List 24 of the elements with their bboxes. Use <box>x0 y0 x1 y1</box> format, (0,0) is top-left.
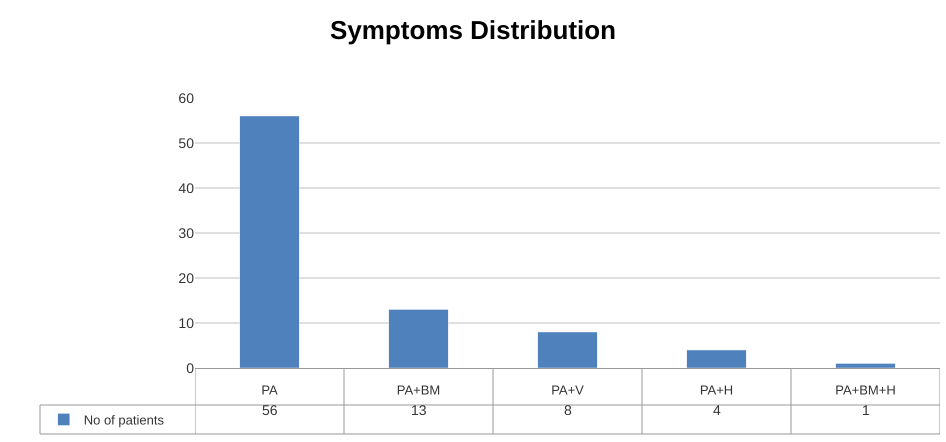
bar <box>537 332 598 368</box>
y-tick-label: 30 <box>178 224 194 241</box>
chart-title: Symptoms Distribution <box>330 15 616 46</box>
data-label: 56 <box>262 402 278 418</box>
bar <box>388 309 449 368</box>
y-tick-label: 60 <box>178 90 194 106</box>
bar <box>239 116 300 368</box>
data-label: 13 <box>411 402 427 418</box>
y-tick-label: 20 <box>178 270 194 286</box>
y-tick-label: 50 <box>178 134 194 151</box>
y-tick-label: 0 <box>186 360 194 376</box>
x-tick-label: PA+H <box>700 382 734 398</box>
data-label: 8 <box>564 402 572 418</box>
data-label: 1 <box>862 402 870 418</box>
data-label: 4 <box>713 402 721 418</box>
bar <box>686 350 747 368</box>
y-tick-label: 40 <box>178 180 194 196</box>
x-tick-label: PA+BM <box>396 382 440 398</box>
legend-label: No of patients <box>84 412 164 428</box>
x-tick-label: PA <box>261 382 278 398</box>
bar <box>835 363 896 368</box>
y-tick-label: 10 <box>178 314 194 331</box>
x-tick-label: PA+BM+H <box>835 382 896 398</box>
x-tick-label: PA+V <box>551 382 584 398</box>
